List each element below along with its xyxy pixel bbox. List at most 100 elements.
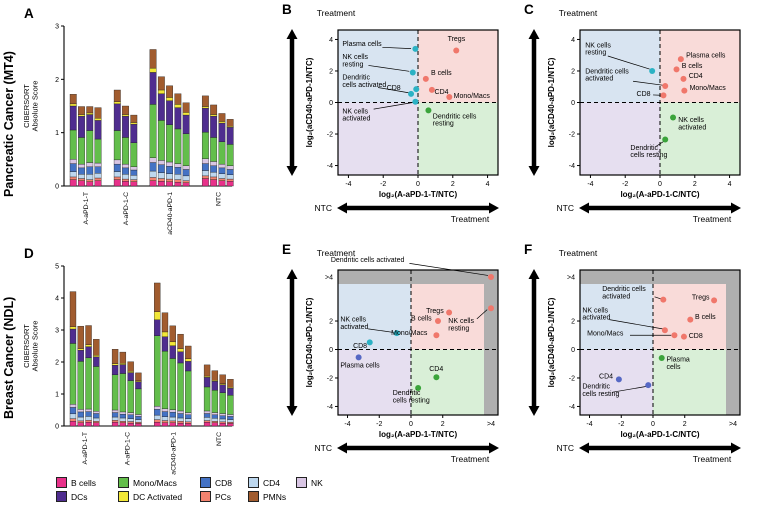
overflow-strip-top — [338, 270, 498, 284]
bar-segment-pcs — [127, 421, 134, 424]
legend-item-cd4: CD4 — [248, 477, 296, 488]
bar-segment-cd4 — [201, 170, 209, 177]
group-label-a-apd-1-c: A-aPD-1-C — [124, 432, 131, 465]
bar-segment-pmns — [226, 119, 234, 127]
bar-segment-cd4 — [93, 417, 100, 422]
scatter-point-plasma-cells — [355, 354, 362, 361]
bar-segment-dcs — [218, 122, 226, 142]
scatter-point-b-cells — [422, 75, 429, 82]
bar-segment-dcs — [69, 328, 77, 344]
y-tick-label: 0 — [571, 100, 575, 107]
scatter-point-cd8 — [413, 86, 420, 93]
treatment-label-top: Treatment — [317, 248, 356, 258]
bar-segment-dc-activated — [122, 114, 129, 117]
bar-segment-dc-activated — [185, 358, 192, 362]
bar-segment-dcs — [219, 384, 226, 393]
scatter-point-nk-cells-resting — [488, 305, 494, 312]
scatter-point-mono-macs — [671, 332, 678, 339]
y-tick-label: -4 — [327, 404, 333, 411]
ntc-label-bottom: NTC — [315, 203, 332, 213]
label-connector — [368, 328, 394, 333]
scatter-plot-e: -4 -2 0 2 -4 -2 0 2 >4 >4 log₂(A-aPD-1-T/NTC) log₂(… — [286, 248, 499, 464]
legend-item-dcs: DCs — [56, 491, 118, 502]
treatment-label-bottom: Treatment — [451, 214, 490, 224]
bar-segment-dc-activated — [154, 311, 161, 320]
y-tick-label: -2 — [327, 375, 333, 382]
y-axis-label: log₂(aCD40-aPD-1/NTC) — [547, 297, 556, 387]
bar-segment-mono-macs — [127, 380, 134, 413]
bar-segment-cd4 — [182, 175, 190, 181]
x-tick-label-over: >4 — [729, 421, 737, 428]
quadrant-lower-right — [418, 102, 498, 175]
bar-segment-dcs — [226, 127, 234, 145]
bar-segment-cd4 — [130, 175, 138, 180]
bar-segment-mono-macs — [149, 104, 157, 158]
bar-segment-nk — [86, 162, 94, 167]
legend-swatch — [248, 491, 259, 502]
panel-letter-a: A — [24, 6, 34, 21]
y-axis-label: CIBERSORTAbsolute Score — [24, 321, 40, 372]
bar-segment-cd8 — [127, 414, 134, 419]
panel-letter-c: C — [524, 2, 534, 17]
bar-segment-cd8 — [203, 413, 211, 418]
scatter-point-nk-cells-resting — [409, 69, 416, 76]
bar-segment-dc-activated — [111, 363, 119, 366]
bar-segment-dc-activated — [174, 104, 182, 108]
bar-segment-b-cells — [135, 423, 142, 427]
legend-label: Mono/Macs — [133, 477, 177, 488]
bar-segment-dcs — [157, 93, 165, 121]
bar-segment-cd4 — [119, 417, 127, 422]
bar-segment-cd4 — [94, 173, 102, 179]
scatter-point-dendritic-cells-activated — [408, 90, 415, 97]
y-tick-label: 3 — [55, 24, 59, 31]
bar-segment-dcs — [93, 356, 100, 367]
y-tick-label: 2 — [55, 360, 59, 367]
x-axis-label: log₂(A-aPD-1-C/NTC) — [620, 190, 699, 199]
bar-segment-dcs — [78, 115, 85, 138]
y-tick-label-over: >4 — [325, 275, 333, 282]
bar-segment-cd8 — [174, 167, 182, 175]
bar-segment-dc-activated — [203, 375, 211, 378]
bar-segment-nk — [130, 166, 138, 171]
legend-item-mono-macs: Mono/Macs — [118, 477, 200, 488]
bar-segment-mono-macs — [69, 129, 77, 160]
panel-c: C -4 -2 0 2 4 -4 -2 0 2 4 log₂(A-aPD-1-C/NTC) log₂(… — [518, 2, 760, 240]
scatter-point-dendritic-cells-activated — [662, 82, 669, 89]
bar-segment-dc-activated — [77, 348, 84, 351]
bar-segment-b-cells — [122, 181, 129, 187]
bar-segment-dc-activated — [169, 341, 176, 346]
bar-segment-nk — [69, 404, 77, 408]
scatter-point-nk-cells-activated — [670, 114, 677, 121]
bar-segment-pcs — [219, 421, 226, 424]
bar-segment-pmns — [203, 364, 211, 377]
bar-segment-dc-activated — [201, 106, 209, 109]
bar-segment-nk — [166, 161, 174, 167]
bar-segment-dcs — [166, 100, 174, 125]
bar-segment-pcs — [157, 178, 165, 182]
panel-b: B -4 -2 0 2 4 -4 -2 0 2 4 log₂(A-aPD-1-T/NTC) log₂(… — [276, 2, 518, 240]
bar-segment-pcs — [201, 175, 209, 179]
bar-segment-pmns — [169, 325, 176, 343]
bar-segment-pmns — [69, 291, 77, 327]
label-connector — [373, 102, 413, 110]
scatter-point-plasma-cells — [658, 355, 665, 362]
bar-segment-cd4 — [69, 171, 77, 178]
panel-e: E -4 -2 0 2 -4 -2 0 2 >4 >4 log₂(A-aPD-1-T/NTC) log… — [276, 242, 518, 480]
bar-segment-pcs — [211, 421, 219, 423]
bar-segment-mono-macs — [219, 392, 226, 414]
bar-segment-pmns — [77, 325, 84, 349]
bar-segment-cd8 — [78, 167, 85, 175]
legend-label: PCs — [215, 491, 232, 502]
scatter-plot-c: -4 -2 0 2 4 -4 -2 0 2 4 log₂(A-aPD-1-C/NTC) log₂(aC… — [528, 8, 741, 224]
bar-segment-dcs — [174, 107, 182, 130]
bar-segment-mono-macs — [135, 388, 142, 415]
legend-item-pmns: PMNs — [248, 491, 296, 502]
bar-segment-b-cells — [226, 181, 234, 187]
bar-segment-dcs — [169, 345, 176, 359]
legend-row: DCs DC Activated PCs PMNs — [56, 491, 336, 502]
bar-segment-cd8 — [119, 413, 127, 419]
bar-segment-mono-macs — [166, 124, 174, 163]
y-axis-label: log₂(aCD40-aPD-1/NTC) — [547, 57, 556, 147]
scatter-plot-f: -4 -2 0 2 -4 -2 0 2 >4 >4 log₂(A-aPD-1-C/NTC) log₂(… — [528, 248, 741, 464]
legend-label: DC Activated — [133, 491, 183, 502]
